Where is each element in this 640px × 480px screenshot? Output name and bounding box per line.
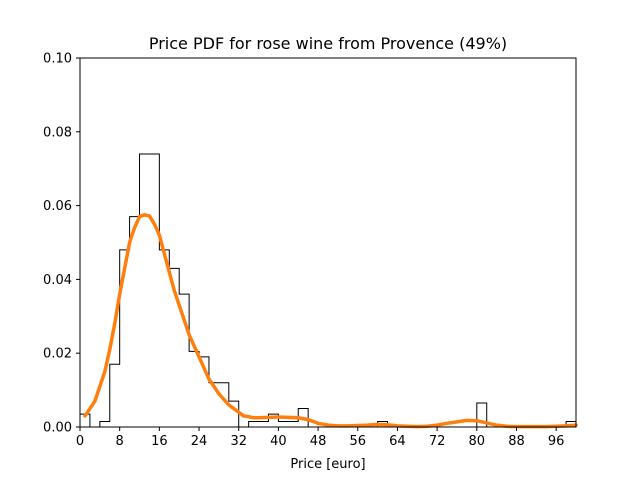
- y-tick-label: 0.00: [43, 421, 72, 436]
- x-tick-label: 16: [151, 434, 168, 449]
- x-tick-label: 32: [230, 434, 247, 449]
- x-tick-label: 80: [469, 434, 486, 449]
- x-tick-label: 96: [548, 434, 565, 449]
- x-tick-label: 8: [116, 434, 124, 449]
- x-axis-label: Price [euro]: [290, 457, 365, 472]
- y-tick-label: 0.04: [43, 273, 72, 288]
- x-tick-label: 64: [389, 434, 406, 449]
- y-tick-label: 0.10: [43, 52, 72, 67]
- chart-title: Price PDF for rose wine from Provence (4…: [149, 34, 507, 53]
- x-tick-label: 88: [508, 434, 525, 449]
- x-tick-label: 40: [270, 434, 287, 449]
- y-tick-label: 0.02: [43, 347, 72, 362]
- kde-curve: [83, 213, 578, 429]
- plot-frame: [79, 57, 577, 428]
- histogram-outline: [79, 153, 577, 428]
- x-tick-label: 72: [429, 434, 446, 449]
- x-tick-label: 48: [310, 434, 327, 449]
- x-tick-label: 56: [349, 434, 366, 449]
- x-tick-label: 24: [191, 434, 208, 449]
- kde-line: [83, 213, 578, 429]
- y-tick-label: 0.06: [43, 199, 72, 214]
- x-tick-label: 0: [76, 434, 84, 449]
- y-tick-label: 0.08: [43, 125, 72, 140]
- x-axis-ticks: 0 8 16 24 32 40 48 56 64 72 80 88 96: [76, 427, 565, 449]
- y-axis-ticks: 0.00 0.02 0.04 0.06 0.08 0.10: [43, 52, 80, 436]
- histogram: [79, 153, 577, 428]
